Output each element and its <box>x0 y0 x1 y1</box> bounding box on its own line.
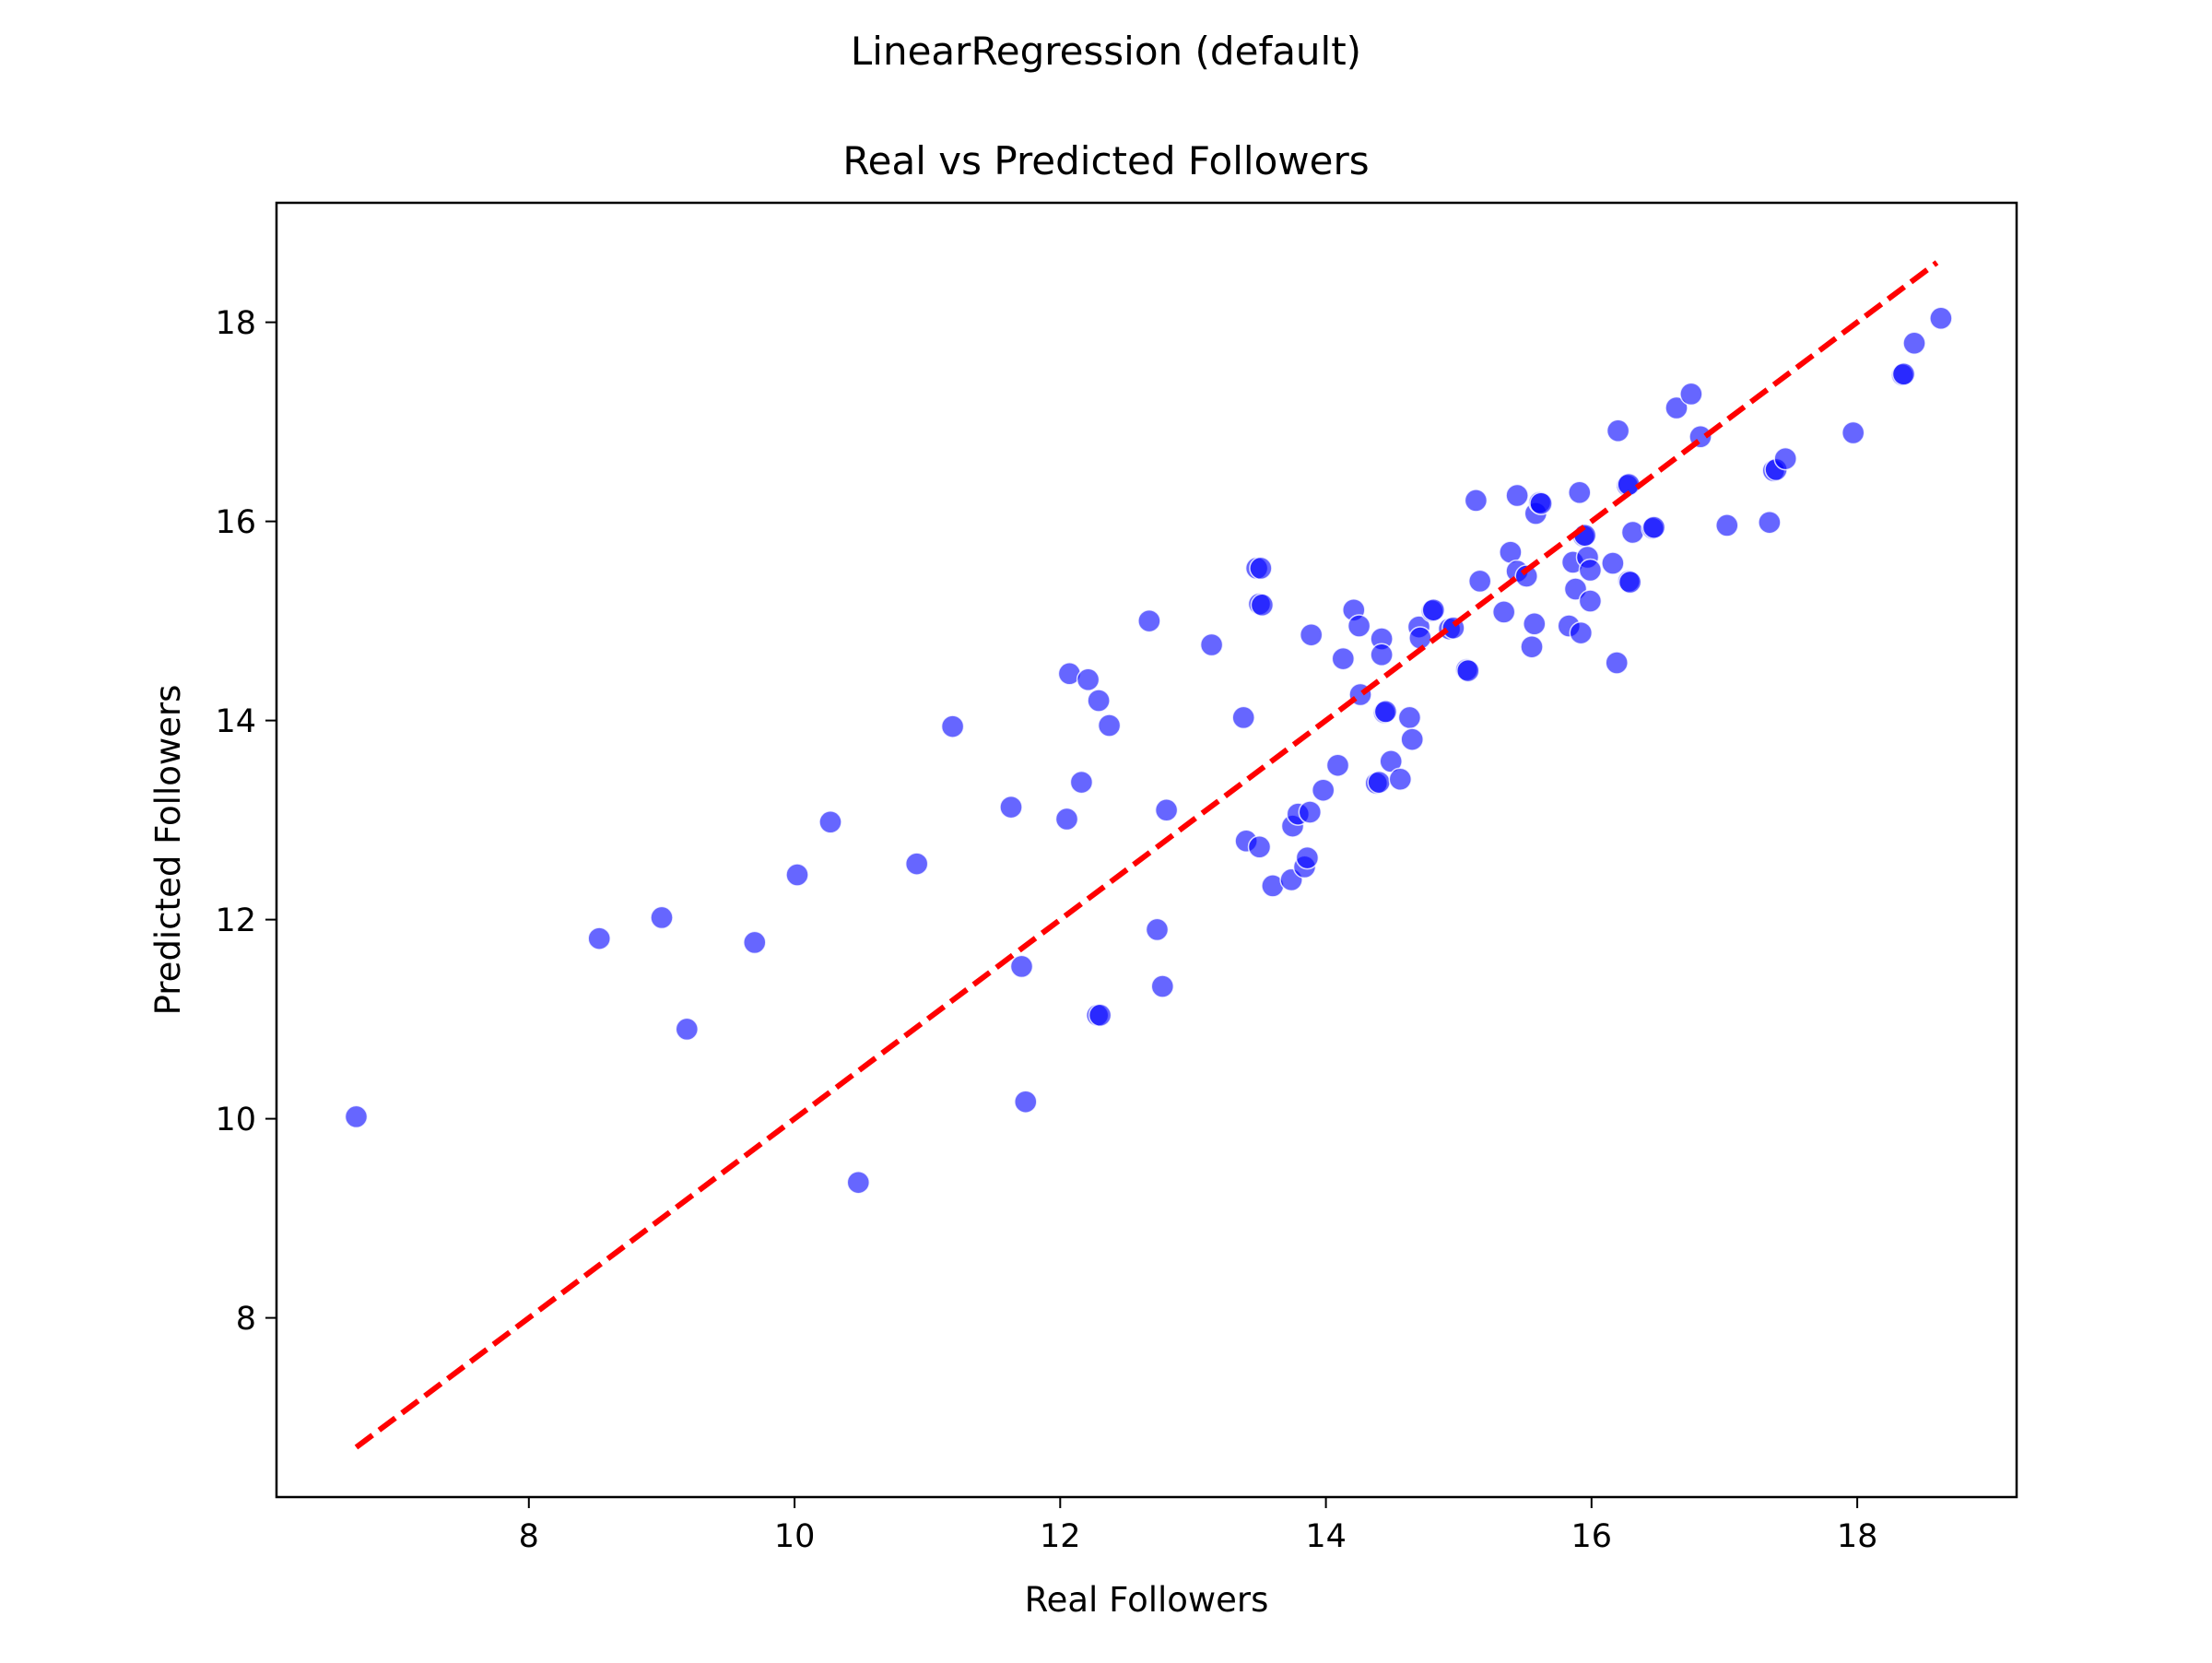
data-point <box>1097 714 1122 737</box>
data-point <box>1578 558 1603 583</box>
x-tick-label: 18 <box>1837 1518 1878 1555</box>
data-point <box>1569 620 1594 645</box>
data-point <box>1247 835 1272 859</box>
data-point <box>1891 362 1916 386</box>
data-point <box>344 1104 369 1129</box>
data-point <box>1841 420 1865 445</box>
data-point <box>1311 778 1335 802</box>
data-point <box>904 852 929 876</box>
data-point <box>1679 382 1703 407</box>
data-point <box>1054 807 1079 832</box>
data-point <box>1929 306 1953 331</box>
data-point <box>1467 569 1492 594</box>
data-point <box>1641 515 1666 539</box>
data-point <box>846 1170 871 1195</box>
data-point <box>1523 612 1547 636</box>
data-point <box>1076 667 1100 692</box>
x-tick-label: 8 <box>519 1518 539 1555</box>
data-point <box>650 905 674 930</box>
reference-line <box>354 260 1939 1450</box>
data-points <box>344 306 1953 1195</box>
data-point <box>1620 520 1645 545</box>
data-point <box>1295 845 1320 870</box>
data-point <box>743 930 767 955</box>
data-point <box>999 795 1023 820</box>
chart-suptitle: LinearRegression (default) <box>851 29 1361 74</box>
y-tick-label: 12 <box>215 902 256 939</box>
reference-line-group <box>354 260 1939 1450</box>
data-point <box>1665 395 1688 420</box>
y-tick-label: 18 <box>215 305 256 342</box>
data-point <box>1464 489 1488 513</box>
data-point <box>1601 551 1625 575</box>
x-tick-label: 16 <box>1571 1518 1613 1555</box>
data-point <box>940 714 965 738</box>
data-point <box>587 926 611 950</box>
data-point <box>1456 658 1480 683</box>
data-point <box>675 1017 700 1042</box>
data-point <box>1715 513 1739 537</box>
data-point <box>1773 446 1797 471</box>
data-point <box>1145 917 1170 942</box>
data-point <box>1088 1003 1112 1028</box>
data-point <box>1529 491 1553 515</box>
data-point <box>1400 727 1424 751</box>
data-point <box>1578 589 1603 613</box>
data-point <box>1491 600 1516 624</box>
data-point <box>1606 419 1630 443</box>
data-point <box>1154 798 1179 822</box>
data-point <box>1347 614 1371 638</box>
chart-title: Real vs Predicted Followers <box>842 138 1369 183</box>
data-point <box>1298 800 1323 824</box>
y-tick-label: 10 <box>215 1102 256 1138</box>
x-axis-label: Real Followers <box>1025 1580 1269 1620</box>
y-axis-label: Predicted Followers <box>148 685 188 1016</box>
data-point <box>1618 570 1642 595</box>
data-point <box>1758 510 1782 535</box>
data-point <box>1231 705 1255 730</box>
data-point <box>1520 634 1544 659</box>
data-point <box>1421 597 1446 622</box>
y-tick-label: 16 <box>215 504 256 541</box>
data-point <box>1331 646 1356 671</box>
data-point <box>1009 954 1034 979</box>
y-axis-ticks: 8 10 12 14 16 18 <box>215 305 276 1338</box>
x-tick-label: 10 <box>774 1518 816 1555</box>
plot-frame <box>275 201 2018 1499</box>
data-point <box>1249 556 1273 581</box>
x-axis-ticks: 8 10 12 14 16 18 <box>519 1497 1878 1555</box>
y-tick-label: 14 <box>215 703 256 740</box>
data-point <box>785 863 809 887</box>
data-point <box>1087 689 1111 713</box>
data-point <box>1505 483 1529 508</box>
data-point <box>818 810 842 834</box>
y-tick-label: 8 <box>236 1301 256 1338</box>
data-point <box>1370 643 1394 667</box>
data-point <box>1199 632 1224 657</box>
data-point <box>1568 480 1592 505</box>
data-point <box>1250 593 1275 618</box>
data-point <box>1137 608 1161 633</box>
data-point <box>1388 767 1413 792</box>
data-point <box>1514 564 1538 588</box>
x-tick-label: 12 <box>1040 1518 1081 1555</box>
data-point <box>1069 770 1094 795</box>
data-point <box>1408 626 1432 650</box>
data-point <box>1367 770 1391 795</box>
data-point <box>1373 700 1398 724</box>
data-point <box>1397 705 1422 730</box>
data-point <box>1014 1090 1038 1114</box>
data-point <box>1605 651 1629 675</box>
data-point <box>1902 331 1926 356</box>
data-point <box>1299 622 1324 647</box>
data-point <box>1325 753 1350 777</box>
x-tick-label: 14 <box>1305 1518 1347 1555</box>
data-point <box>1150 974 1175 998</box>
